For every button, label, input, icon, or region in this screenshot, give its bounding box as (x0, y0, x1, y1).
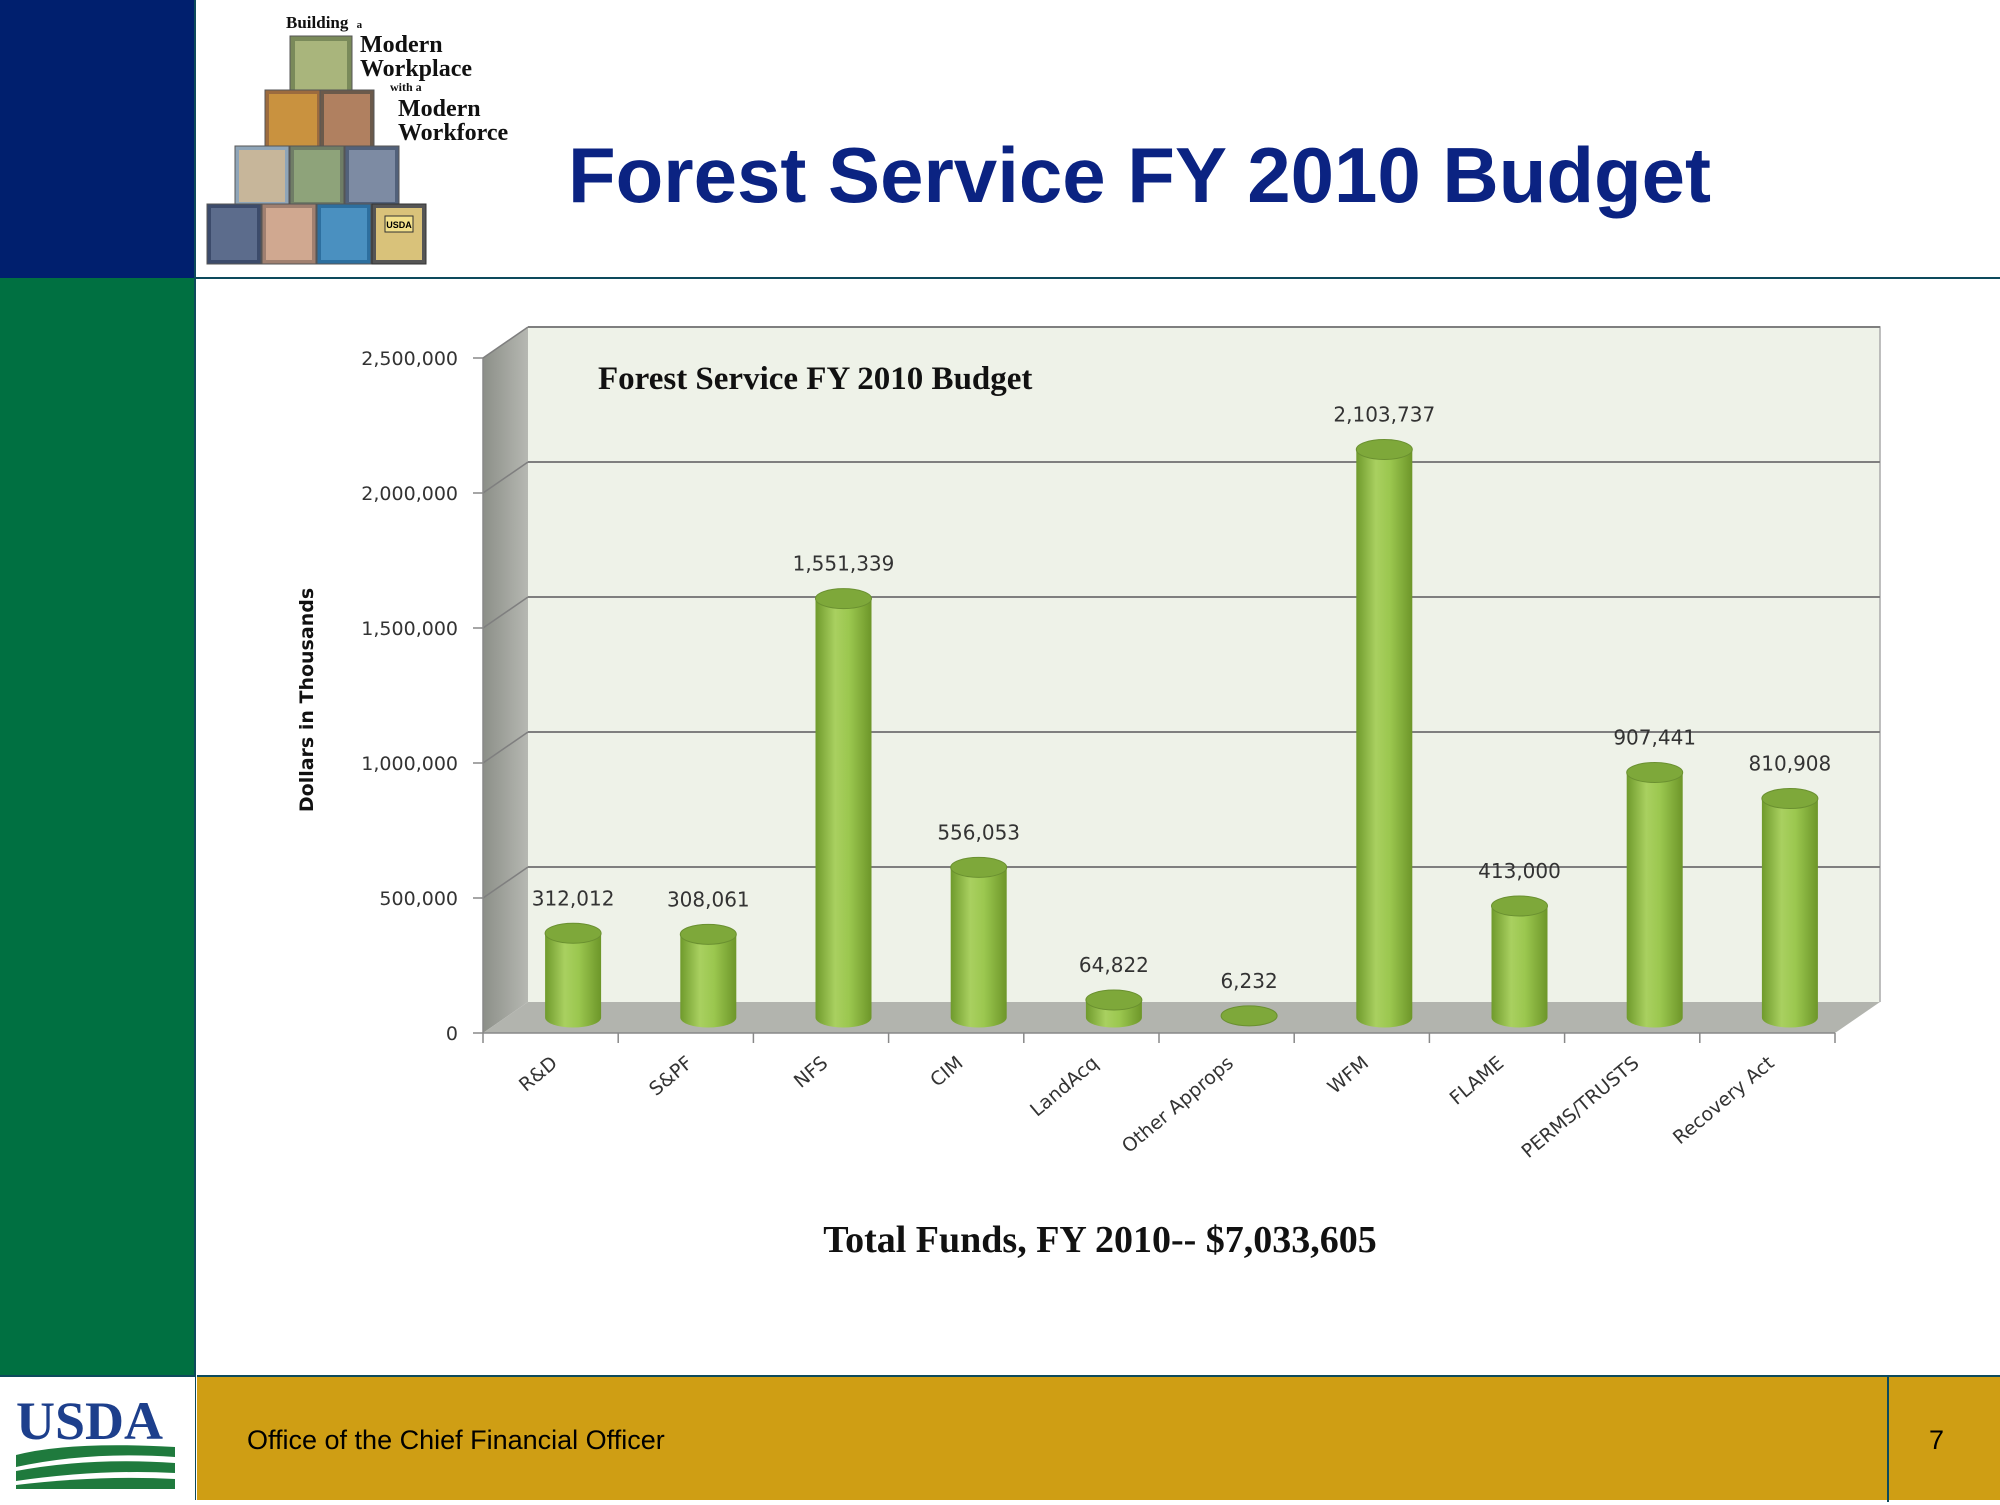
bar-top (950, 856, 1008, 878)
header-navy-block (0, 0, 195, 278)
bar-body (680, 934, 737, 1028)
usda-logo-box: USDA (0, 1375, 195, 1500)
bar-body (545, 933, 602, 1028)
usda-logo: USDA (16, 1391, 175, 1489)
data-label: 413,000 (1478, 859, 1561, 883)
bar (1355, 438, 1413, 1028)
bar (1220, 1005, 1278, 1027)
bar-top (815, 588, 872, 610)
gridline-side (482, 731, 529, 764)
gridlines (482, 326, 1880, 899)
x-tick-labels: R&D S&PF NFS CIM LandAcq Other Approps WFM FLAM… (515, 1052, 1779, 1163)
data-labels: 312,012 308,061 1,551,339 556,053 64,822 6,23… (532, 402, 1832, 992)
bar-top (1491, 895, 1548, 917)
bar (1626, 761, 1684, 1028)
gridline-side (482, 326, 529, 359)
x-tick-label: R&D (515, 1052, 562, 1096)
sidebar-rule (194, 0, 196, 1500)
bar (1491, 895, 1548, 1028)
budget-bar-chart: 312,012 308,061 1,551,339 556,053 64,822 6,23… (296, 326, 1881, 1261)
logo-line-with-a: with a (390, 80, 422, 94)
usda-logo-text: USDA (16, 1391, 163, 1451)
gridline-side (482, 866, 529, 899)
sidebar-green-block (0, 278, 195, 1375)
photo-cubes: USDA (206, 35, 427, 265)
data-label: 64,822 (1079, 953, 1149, 977)
gridline-side (482, 461, 529, 494)
logo-line-workforce: Workforce (398, 120, 509, 146)
bars (544, 438, 1819, 1028)
bar (815, 588, 872, 1028)
bar-body (1356, 449, 1413, 1028)
data-label: 312,012 (532, 886, 615, 910)
bar-body (815, 598, 872, 1028)
bar (1761, 788, 1819, 1028)
bar-body (1626, 772, 1683, 1028)
bar-top (1220, 1005, 1278, 1027)
chart-title: Forest Service FY 2010 Budget (598, 361, 1032, 397)
x-tick-label: Recovery Act (1669, 1052, 1779, 1149)
x-tick-label: WFM (1324, 1052, 1373, 1098)
bar-body (1491, 905, 1548, 1028)
page-title: Forest Service FY 2010 Budget (568, 131, 1712, 219)
axes (482, 358, 1836, 1043)
chart-caption: Total Funds, FY 2010-- $7,033,605 (823, 1219, 1377, 1261)
plot-side-wall (483, 327, 528, 1033)
data-label: 308,061 (667, 887, 750, 911)
bar (679, 923, 737, 1028)
x-tick-label: FLAME (1446, 1052, 1509, 1110)
footer-divider (1887, 1377, 1889, 1502)
bar (950, 856, 1008, 1028)
bar-top (1626, 761, 1684, 783)
bar-top (1761, 788, 1819, 810)
y-tick-label: 500,000 (379, 888, 458, 910)
page-number: 7 (1929, 1425, 1945, 1455)
bar-top (544, 922, 602, 944)
y-tick-label: 1,000,000 (361, 753, 458, 775)
y-tick-label: 1,500,000 (361, 618, 458, 640)
modern-workplace-logo: USDA Building a Modern Workplace with a … (206, 13, 509, 265)
header-rule (195, 277, 2000, 279)
usda-badge-text: USDA (386, 220, 412, 230)
logo-line-workplace: Workplace (360, 56, 472, 82)
bar-body (950, 867, 1007, 1028)
y-tick-label: 2,000,000 (361, 483, 458, 505)
x-tick-label: LandAcq (1026, 1052, 1103, 1121)
data-label: 1,551,339 (793, 552, 895, 576)
y-tick-label: 0 (446, 1023, 458, 1045)
data-label: 556,053 (937, 820, 1020, 844)
y-axis-label: Dollars in Thousands (296, 588, 318, 812)
logo-line-modern-2: Modern (398, 96, 481, 122)
bar-top (1355, 438, 1413, 460)
bar (544, 922, 602, 1028)
data-label: 810,908 (1749, 752, 1832, 776)
footer-text: Office of the Chief Financial Officer (247, 1425, 665, 1455)
footer: USDA Office of the Chief Financial Offic… (0, 1375, 2000, 1502)
logo-line-a: a (357, 19, 363, 31)
x-tick-label: NFS (790, 1052, 832, 1093)
x-tick-label: S&PF (645, 1052, 697, 1101)
gridline-side (482, 596, 529, 629)
footer-band: Office of the Chief Financial Officer 7 (197, 1375, 2000, 1502)
data-label: 2,103,737 (1333, 402, 1435, 426)
x-tick-label: Other Approps (1118, 1052, 1238, 1158)
x-tick-label: PERMS/TRUSTS (1517, 1052, 1643, 1163)
bar-top (1085, 989, 1143, 1011)
logo-line-modern: Modern (360, 32, 443, 58)
data-label: 6,232 (1220, 969, 1277, 993)
bar (1085, 989, 1143, 1028)
bar-body (1761, 798, 1818, 1028)
data-label: 907,441 (1613, 725, 1696, 749)
logo-line-building: Building (286, 13, 349, 32)
svg-text:Building a: Building a (286, 13, 363, 32)
y-tick-label: 2,500,000 (361, 348, 458, 370)
bar-top (679, 923, 737, 945)
y-tick-labels: 0 500,000 1,000,000 1,500,000 2,000,000 2,500… (361, 348, 483, 1045)
x-tick-label: CIM (926, 1052, 967, 1092)
